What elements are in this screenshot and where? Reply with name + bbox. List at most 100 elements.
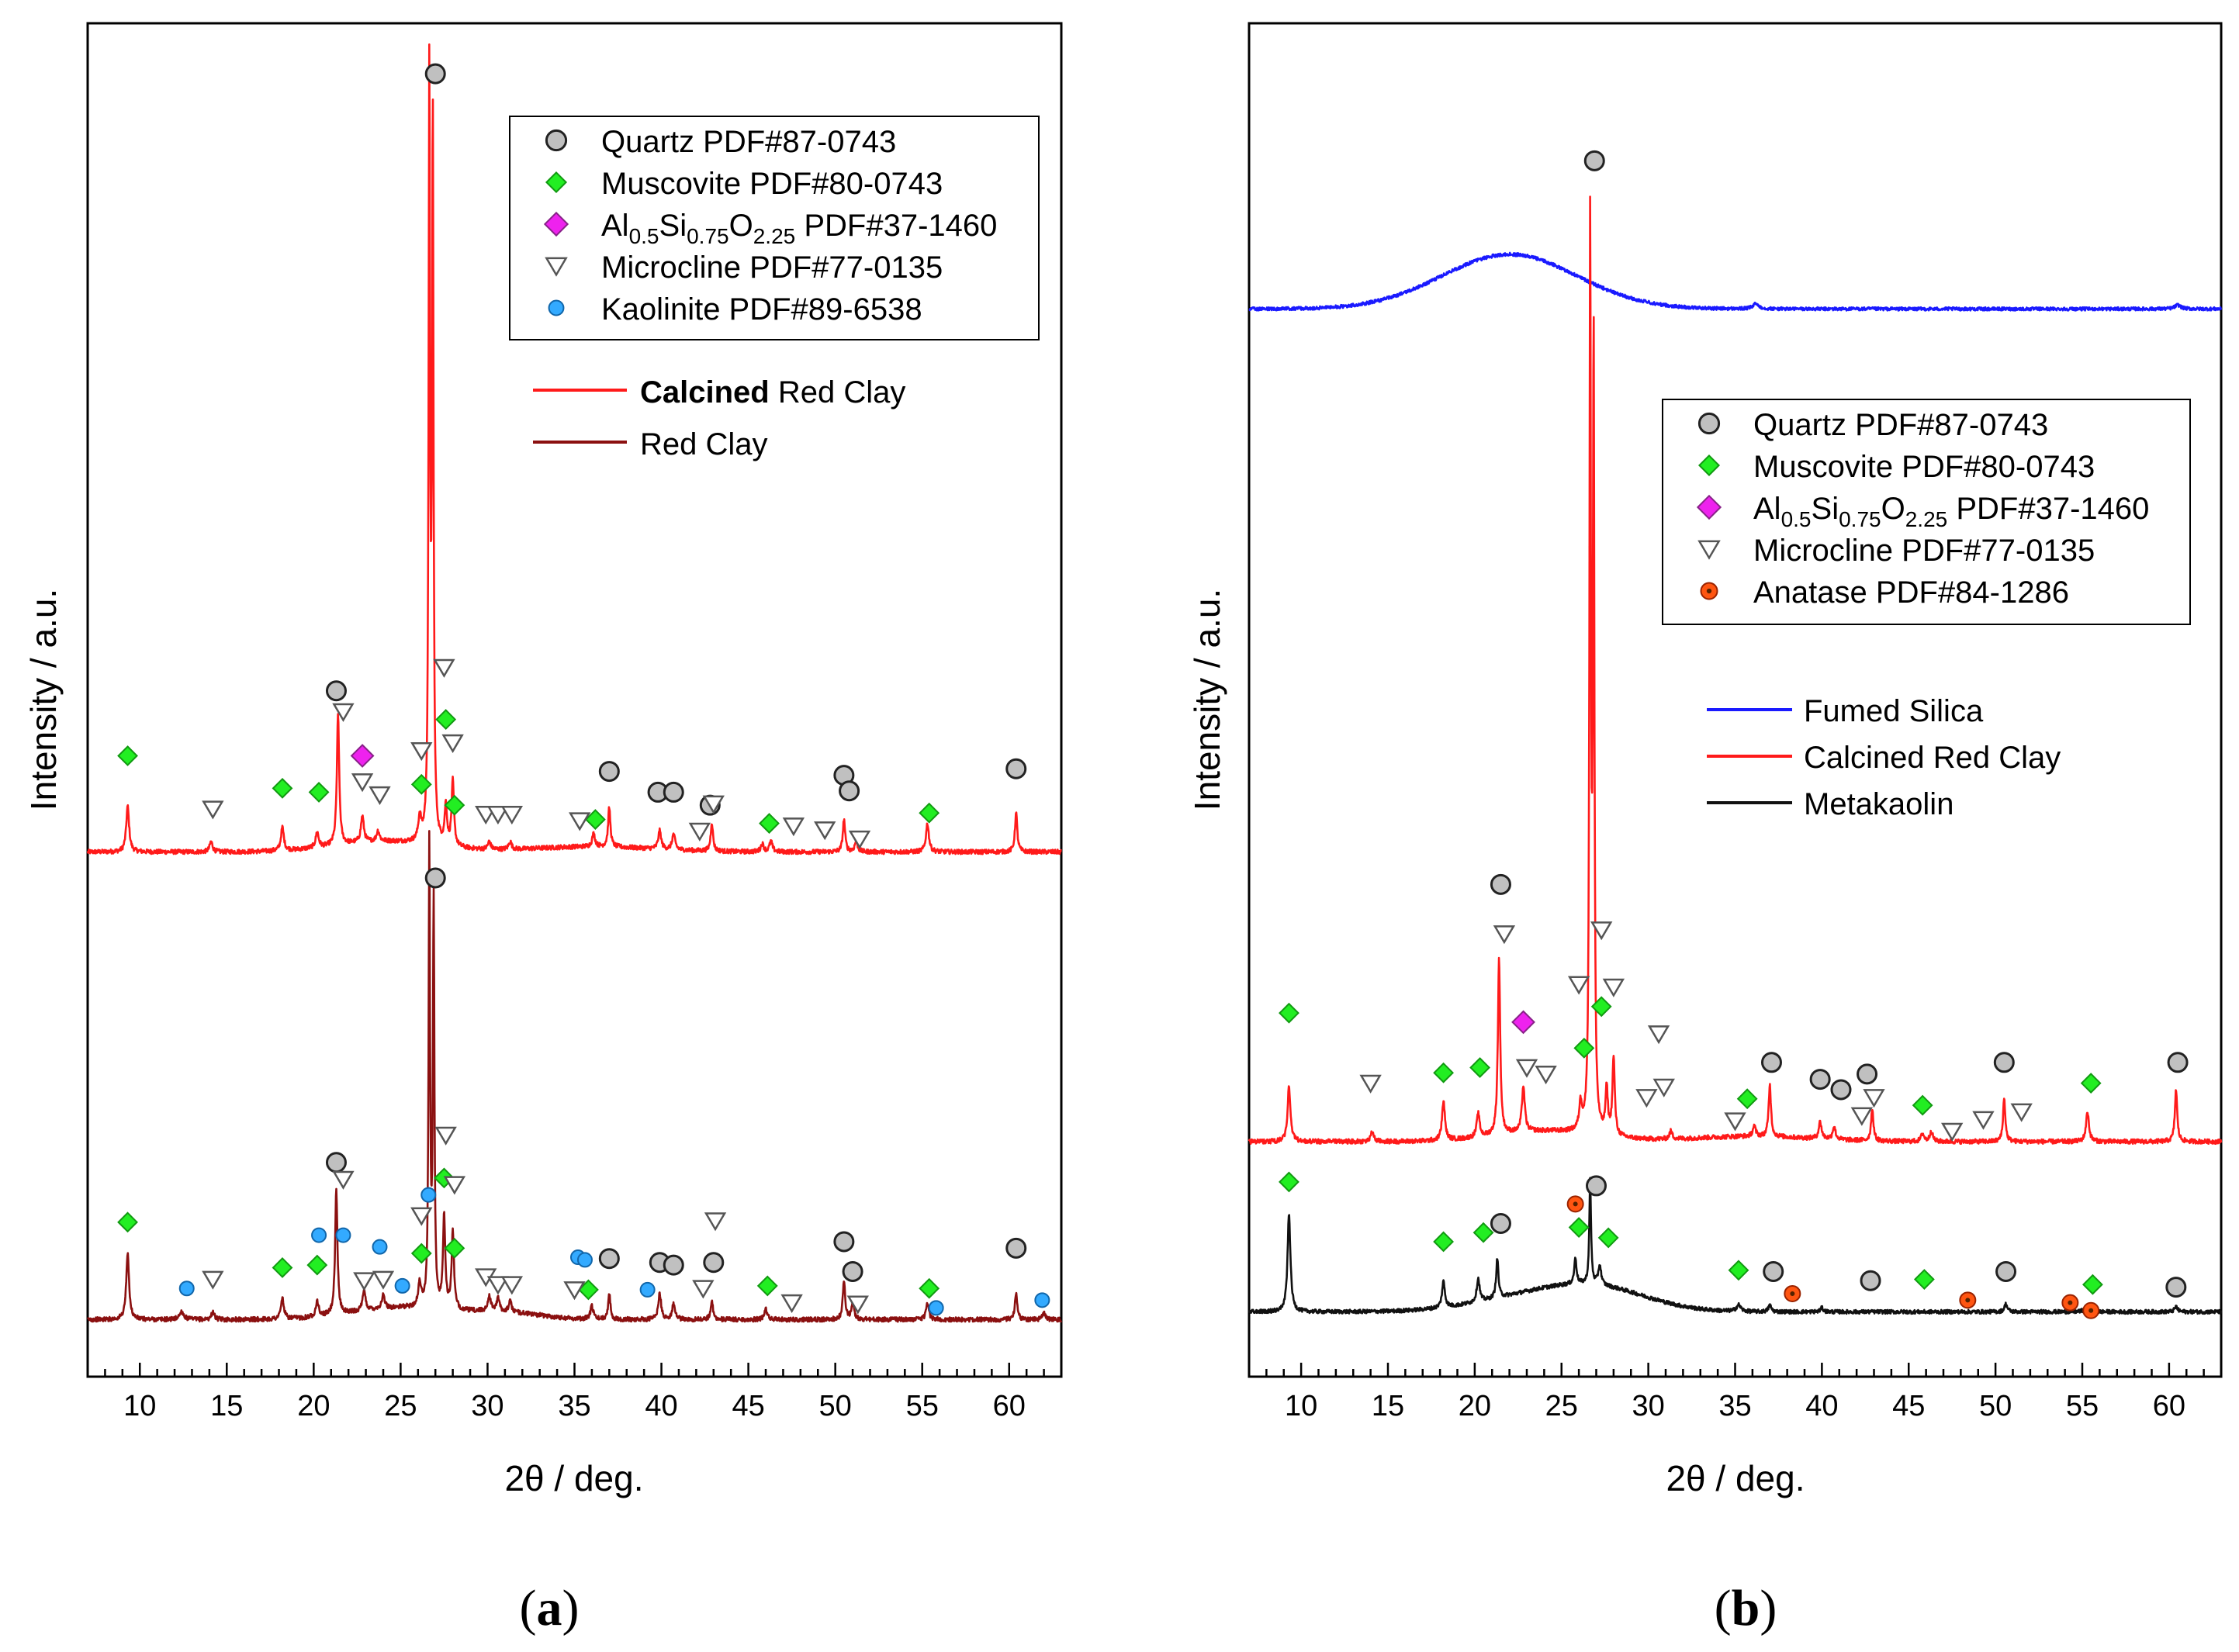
kaolinite-marker: [1034, 1292, 1050, 1308]
kaolinite-marker: [372, 1239, 388, 1255]
panel-b-legend-alsi: Al0.5Si0.75O2.25 PDF#37-1460: [1753, 492, 2149, 531]
quartz-marker: [1857, 1063, 1878, 1085]
series-line-calcined-red-clay: [86, 43, 1062, 855]
series-line-red-clay: [86, 830, 1063, 1323]
microcline-marker: [433, 658, 455, 678]
panel-a-legend-muscovite: Muscovite PDF#80-0743: [601, 167, 943, 201]
x-tick-label: 15: [1372, 1390, 1404, 1422]
muscovite-marker: [584, 809, 606, 830]
quartz-marker: [1583, 150, 1605, 171]
muscovite-marker: [1472, 1222, 1494, 1243]
muscovite-marker: [1568, 1217, 1590, 1238]
panel-a-chart: 10 15 20 25 30 35 40 45 50 55 60 2θ / deg. Intensi…: [23, 22, 1063, 1636]
panel-a-series-lines: [86, 43, 1063, 1323]
microcline-marker: [410, 741, 433, 762]
microcline-marker: [1567, 976, 1590, 995]
panel-b-legend-microcline: Microcline PDF#77-0135: [1753, 534, 2095, 568]
microcline-marker: [410, 1207, 433, 1226]
series-line-metakaolin: [1248, 1177, 2223, 1315]
x-tick-label: 45: [732, 1390, 764, 1422]
quartz-marker: [598, 761, 620, 783]
microcline-marker: [569, 812, 591, 831]
x-tick-label: 55: [906, 1390, 939, 1422]
microcline-marker: [1635, 1089, 1658, 1108]
x-tick-label: 25: [384, 1390, 417, 1422]
muscovite-marker: [444, 794, 465, 816]
panel-b-phase-markers: [1279, 150, 2189, 1319]
legend-kaolinite-symbol: [548, 299, 565, 316]
quartz-marker: [1760, 1052, 1782, 1073]
microcline-marker: [1724, 1112, 1746, 1132]
legend-alsi-symbol: [1696, 494, 1722, 520]
panel-a-legend-alsi: Al0.5Si0.75O2.25 PDF#37-1460: [601, 209, 997, 248]
x-tick-label: 50: [1979, 1390, 2012, 1422]
quartz-marker: [325, 680, 347, 702]
muscovite-marker: [117, 1211, 138, 1233]
microcline-marker: [1602, 978, 1625, 997]
x-tick-label: 30: [471, 1390, 504, 1422]
panel-b-y-axis-label: Intensity / a.u.: [1187, 589, 1227, 810]
muscovite-marker: [919, 1277, 940, 1299]
quartz-marker: [842, 1260, 863, 1282]
quartz-marker: [1490, 1213, 1511, 1234]
x-tick-label: 45: [1892, 1390, 1925, 1422]
legend-microcline-symbol: [545, 257, 568, 277]
quartz-marker: [703, 1252, 725, 1274]
panel-a-phase-markers: [117, 63, 1050, 1316]
panel-b-legend-metakaolin: Metakaolin: [1804, 787, 1954, 821]
muscovite-marker: [1736, 1088, 1758, 1110]
microcline-marker: [704, 1212, 727, 1232]
muscovite-marker: [1597, 1227, 1619, 1249]
quartz-marker: [1763, 1260, 1784, 1282]
muscovite-marker: [1573, 1037, 1595, 1059]
muscovite-marker: [435, 709, 457, 731]
microcline-marker: [1972, 1111, 1995, 1130]
microcline-marker: [692, 1280, 715, 1299]
x-tick-label: 20: [1459, 1390, 1491, 1422]
quartz-marker: [424, 867, 446, 889]
microcline-marker: [1515, 1059, 1538, 1078]
panel-b-marker-legend-box: [1662, 399, 2191, 625]
x-tick-label: 60: [993, 1390, 1026, 1422]
x-tick-label: 10: [123, 1390, 156, 1422]
muscovite-marker: [1469, 1057, 1491, 1078]
microcline-marker: [702, 795, 725, 814]
muscovite-marker: [2080, 1073, 2102, 1094]
x-tick-label: 20: [297, 1390, 330, 1422]
microcline-marker: [1652, 1078, 1675, 1097]
microcline-marker: [332, 1170, 355, 1190]
muscovite-marker: [1728, 1260, 1749, 1281]
muscovite-marker: [756, 1275, 778, 1297]
panel-a-legend-kaolinite: Kaolinite PDF#89-6538: [601, 292, 922, 327]
x-tick-label: 10: [1285, 1390, 1317, 1422]
x-tick-label: 40: [645, 1390, 677, 1422]
quartz-marker: [1860, 1270, 1881, 1291]
microcline-marker: [369, 786, 391, 806]
quartz-marker: [663, 1254, 684, 1276]
microcline-marker: [563, 1281, 586, 1301]
microcline-marker: [1535, 1066, 1557, 1085]
panel-b-series-lines: [1248, 195, 2223, 1315]
panel-b-plot-frame: [1248, 22, 2223, 1378]
anatase-marker: [1566, 1195, 1584, 1213]
series-line-fumed-silica: [1248, 251, 2223, 312]
microcline-marker: [1359, 1074, 1382, 1094]
legend-quartz-symbol: [545, 129, 568, 152]
x-tick-label: 35: [558, 1390, 590, 1422]
microcline-marker: [351, 773, 374, 793]
panel-a-y-axis-label: Intensity / a.u.: [23, 589, 64, 810]
alsi-marker: [350, 744, 375, 768]
muscovite-marker: [2082, 1274, 2103, 1295]
panel-a-legend-red-clay: Red Clay: [640, 427, 768, 461]
quartz-marker: [325, 1152, 347, 1173]
anatase-marker: [2061, 1294, 2079, 1312]
panel-b-chart: 10 15 20 25 30 35 40 45 50 55 60 2θ / deg. Intensi…: [1187, 22, 2223, 1636]
anatase-marker: [1784, 1284, 1801, 1302]
panel-a-x-ticks: 10 15 20 25 30 35 40 45 50 55 60: [86, 1363, 1063, 1422]
microcline-marker: [372, 1270, 395, 1290]
muscovite-marker: [444, 1237, 465, 1259]
kaolinite-marker: [394, 1277, 410, 1294]
x-tick-label: 30: [1632, 1390, 1664, 1422]
kaolinite-marker: [311, 1227, 327, 1243]
panel-b-legend-calcined-red-clay: Calcined Red Clay: [1804, 741, 2061, 775]
